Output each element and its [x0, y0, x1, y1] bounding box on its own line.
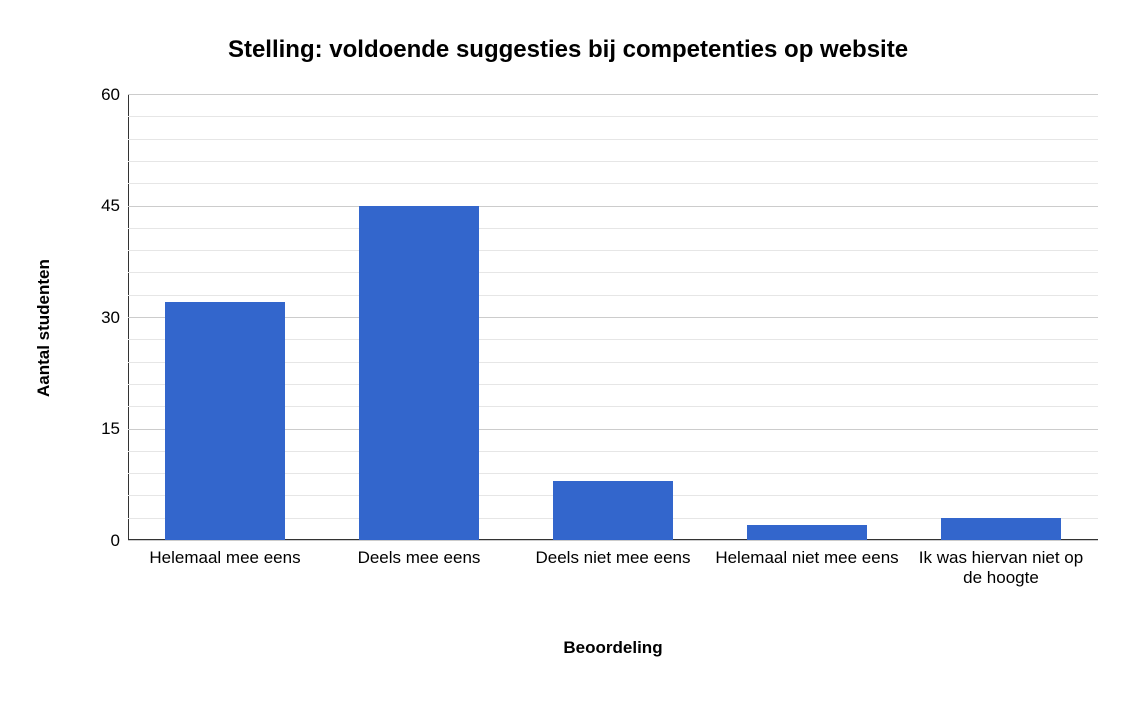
bar [165, 302, 285, 540]
y-tick-label: 0 [70, 531, 120, 551]
gridline-minor [128, 116, 1098, 117]
gridline-minor [128, 139, 1098, 140]
y-tick-label: 60 [70, 85, 120, 105]
bar [553, 481, 673, 540]
gridline-minor [128, 295, 1098, 296]
plot-area [128, 94, 1098, 540]
x-category-label: Helemaal niet mee eens [714, 548, 900, 568]
x-category-label: Deels mee eens [326, 548, 512, 568]
x-category-label: Deels niet mee eens [520, 548, 706, 568]
y-axis-title: Aantal studenten [34, 259, 54, 397]
gridline-major [128, 206, 1098, 207]
x-category-label: Helemaal mee eens [132, 548, 318, 568]
x-axis-title: Beoordeling [128, 638, 1098, 658]
bar [359, 206, 479, 541]
chart-container: Stelling: voldoende suggesties bij compe… [0, 0, 1136, 703]
gridline-minor [128, 183, 1098, 184]
gridline-major [128, 94, 1098, 95]
x-category-label: Ik was hiervan niet op de hoogte [908, 548, 1094, 589]
bar [941, 518, 1061, 540]
bar [747, 525, 867, 540]
y-tick-label: 15 [70, 419, 120, 439]
gridline-major [128, 540, 1098, 541]
y-tick-label: 30 [70, 308, 120, 328]
chart-title: Stelling: voldoende suggesties bij compe… [0, 36, 1136, 64]
gridline-minor [128, 228, 1098, 229]
gridline-minor [128, 161, 1098, 162]
gridline-minor [128, 272, 1098, 273]
y-tick-label: 45 [70, 196, 120, 216]
gridline-minor [128, 250, 1098, 251]
